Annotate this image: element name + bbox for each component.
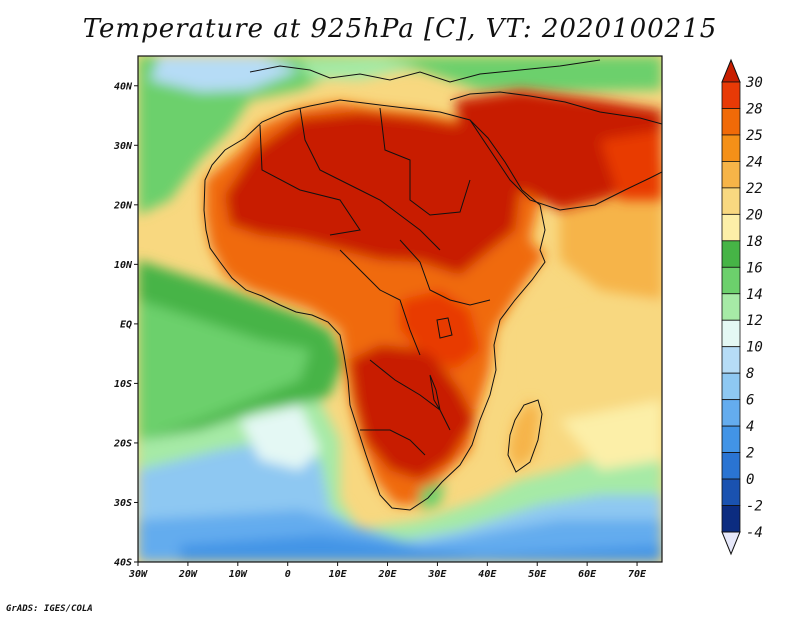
colorbar-swatch <box>721 452 741 480</box>
colorbar-label: 22 <box>746 181 763 197</box>
colorbar-top-arrow <box>721 58 741 83</box>
colorbar-swatch <box>721 505 741 533</box>
colorbar-swatch <box>721 240 741 268</box>
colorbar-label: 28 <box>746 101 763 117</box>
lat-tick-label: 20S <box>113 438 132 449</box>
colorbar-label: 0 <box>746 472 754 488</box>
lon-tick-label: 70E <box>628 569 647 580</box>
lon-tick-label: 20E <box>377 569 397 580</box>
colorbar-swatch <box>721 187 741 215</box>
lon-tick-label: 30E <box>427 569 447 580</box>
lat-tick-label: 20N <box>113 200 133 211</box>
lon-tick-label: 50E <box>528 569 547 580</box>
lon-tick-label: 10W <box>229 569 248 580</box>
map-frame <box>137 55 663 563</box>
colorbar-swatch <box>721 213 741 242</box>
map-title: Temperature at 925hPa [C], VT: 202010021… <box>82 14 718 44</box>
lon-tick-label: 0 <box>285 569 291 580</box>
colorbar-swatch <box>721 319 741 348</box>
coastline-overlay <box>203 59 662 511</box>
colorbar-swatch <box>721 161 741 189</box>
colorbar-label: 12 <box>746 313 763 329</box>
colorbar-swatch <box>721 266 741 295</box>
colorbar-label: 16 <box>746 260 763 276</box>
colorbar-swatch <box>721 108 741 136</box>
temperature-field <box>138 56 662 562</box>
colorbar-label: 14 <box>746 287 763 303</box>
colorbar-label: 10 <box>746 340 763 356</box>
colorbar-label: 24 <box>746 154 763 170</box>
colorbar-swatch <box>721 425 741 453</box>
credit-label: GrADS: IGES/COLA <box>6 604 93 614</box>
colorbar-label: 8 <box>746 366 754 382</box>
lon-tick-label: 20W <box>178 569 198 580</box>
colorbar-label: 30 <box>745 75 763 91</box>
colorbar-swatch <box>721 372 741 401</box>
lon-tick-label: 60E <box>578 569 597 580</box>
lat-tick-label: 30N <box>113 141 133 152</box>
colorbar-label: -2 <box>746 499 763 515</box>
colorbar-swatch <box>721 478 741 506</box>
lat-tick-label: 10N <box>114 260 133 271</box>
lon-tick-label: 10E <box>329 569 348 580</box>
lat-tick-label: EQ <box>120 319 132 330</box>
colorbar-label: 4 <box>746 419 754 435</box>
lon-tick-label: 30W <box>128 569 148 580</box>
colorbar-swatch <box>721 346 741 374</box>
longitude-axis: 30W 20W 10W 0 10E 20E 30E 40E 50E 60E 70E <box>128 562 647 580</box>
colorbar-swatch <box>721 293 741 321</box>
colorbar-label: 20 <box>746 207 763 223</box>
colorbar-swatch <box>721 81 741 109</box>
lat-tick-label: 10S <box>114 379 132 390</box>
latitude-axis: 40N 30N 20N 10N EQ 10S 20S 30S 40S <box>113 81 138 569</box>
colorbar-label: 18 <box>746 234 763 250</box>
colorbar-label: -4 <box>746 525 763 541</box>
colorbar-label: 2 <box>746 446 754 462</box>
lon-tick-label: 40E <box>478 569 497 580</box>
colorbar-label: 6 <box>746 393 754 409</box>
colorbar-bottom-arrow <box>721 531 741 556</box>
lat-tick-label: 30S <box>113 498 132 509</box>
lat-tick-label: 40N <box>114 81 133 92</box>
lat-tick-label: 40S <box>114 558 132 569</box>
colorbar-label: 25 <box>746 128 763 144</box>
colorbar-swatch <box>721 399 741 427</box>
colorbar-swatch <box>721 134 741 162</box>
